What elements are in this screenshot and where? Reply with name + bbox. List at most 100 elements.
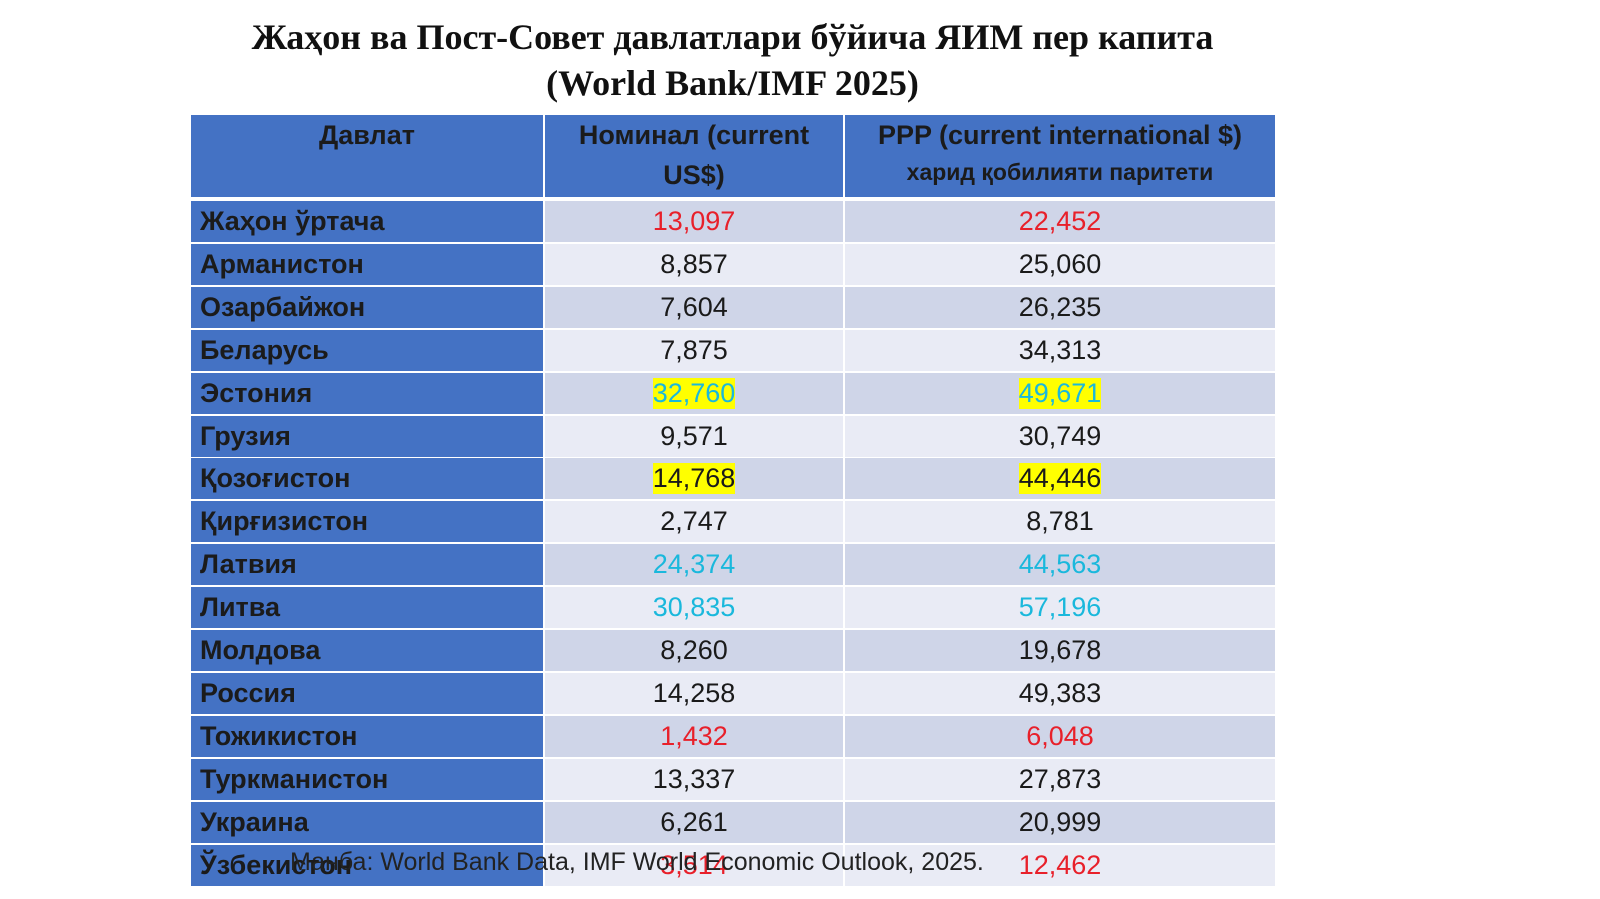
value-cell: 13,337 [545,758,843,800]
value-text: 19,678 [1018,635,1102,665]
row-label: Қирғизистон [191,501,543,543]
value-cell: 32,760 [545,372,843,414]
value-cell: 7,604 [545,286,843,328]
value-text: 14,258 [652,677,736,708]
value-cell: 3,514 [545,844,843,886]
country-name: Литва [200,592,281,623]
country-name: Қозоғистон [200,463,351,494]
source-note: Манба: World Bank Data, IMF World Econom… [290,848,984,876]
value-text: 7,604 [660,291,728,322]
value-cell: 14,768 [545,458,843,500]
value-text: 22,452 [1018,206,1102,236]
row-label: Озарбайжон [191,286,543,328]
value-cell: 26,235 [845,286,1275,328]
header-text: PPP (current international $) [877,120,1243,150]
value-text: 6,261 [660,806,728,837]
country-name: Россия [200,677,296,708]
row-label: Латвия [191,544,543,586]
country-name: Тожикистон [200,720,358,751]
value-text: 20,999 [1018,806,1102,837]
row-label: Грузия [191,415,543,457]
value-cell: 25,060 [845,243,1275,285]
value-cell: 30,749 [845,415,1275,457]
value-text: 44,563 [1018,549,1102,580]
title: Жаҳон ва Пост-Совет давлатлари бўйича ЯИ… [251,17,1214,103]
value-text: 13,097 [652,206,736,236]
value-text: 49,671 [1018,377,1102,409]
row-label: Литва [191,587,543,629]
value-cell: 1,432 [545,715,843,757]
header-text: Номинал (current US$) [578,120,810,190]
value-cell: 30,835 [545,587,843,629]
country-name: Арманистон [200,248,364,279]
value-text: 1,432 [660,720,728,751]
value-cell: 7,875 [545,329,843,371]
value-text: 13,337 [652,763,736,794]
value-text: 12,462 [1018,849,1102,880]
value-cell: 24,374 [545,544,843,586]
value-text: 30,835 [652,592,736,623]
value-text: 34,313 [1018,334,1102,365]
value-text: 8,857 [660,248,728,279]
value-text: 8,260 [660,635,728,665]
row-label: Молдова [191,630,543,671]
value-cell: 49,671 [845,372,1275,414]
value-text: 3,514 [660,849,728,880]
row-label: Жаҳон ўртача [191,201,543,242]
value-cell: 8,781 [845,501,1275,543]
row-label: Ўзбекистон [191,844,543,886]
value-text: 7,875 [660,334,728,365]
value-cell: 34,313 [845,329,1275,371]
row-label: Тожикистон [191,715,543,757]
value-text: 8,781 [1026,506,1094,537]
country-name: Озарбайжон [200,291,366,322]
value-cell: 6,261 [545,801,843,843]
row-label: Эстония [191,372,543,414]
country-name: Туркманистон [200,763,389,794]
value-text: 32,760 [652,377,736,409]
value-cell: 12,462 [845,844,1275,886]
value-cell: 14,258 [545,672,843,714]
value-text: 14,768 [652,463,736,495]
value-cell: 20,999 [845,801,1275,843]
value-text: 27,873 [1018,763,1102,794]
header-note: харид қобилияти паритети [906,159,1214,185]
row-label: Беларусь [191,329,543,371]
value-text: 44,446 [1018,463,1102,495]
value-cell: 22,452 [845,201,1275,242]
value-cell: 9,571 [545,415,843,457]
country-name: Грузия [200,420,291,451]
value-text: 49,383 [1018,677,1102,708]
value-cell: 6,048 [845,715,1275,757]
country-name: Украина [200,806,309,837]
value-text: 26,235 [1018,291,1102,322]
row-label: Қозоғистон [191,458,543,500]
header-cell: PPP (current international $) харид қобил… [845,115,1275,197]
value-text: 24,374 [652,549,736,580]
country-name: Эстония [200,377,313,408]
value-text: 2,747 [660,506,728,537]
value-text: 25,060 [1018,248,1102,279]
country-name: Латвия [200,549,297,580]
value-cell: 2,747 [545,501,843,543]
value-text: 6,048 [1026,720,1094,751]
value-cell: 8,260 [545,630,843,671]
value-text: 9,571 [660,420,728,451]
value-cell: 57,196 [845,587,1275,629]
country-name: Қирғизистон [200,506,369,537]
value-text: 57,196 [1018,592,1102,623]
row-label: Россия [191,672,543,714]
header-cell: Номинал (current US$) [545,115,843,197]
row-label: Украина [191,801,543,843]
country-name: Ўзбекистон [200,849,353,880]
country-name: Молдова [200,635,321,665]
country-name: Беларусь [200,334,329,365]
value-cell: 13,097 [545,201,843,242]
header-cell: Давлат [191,115,543,197]
value-cell: 19,678 [845,630,1275,671]
row-label: Туркманистон [191,758,543,800]
value-cell: 8,857 [545,243,843,285]
value-cell: 49,383 [845,672,1275,714]
value-cell: 44,563 [845,544,1275,586]
